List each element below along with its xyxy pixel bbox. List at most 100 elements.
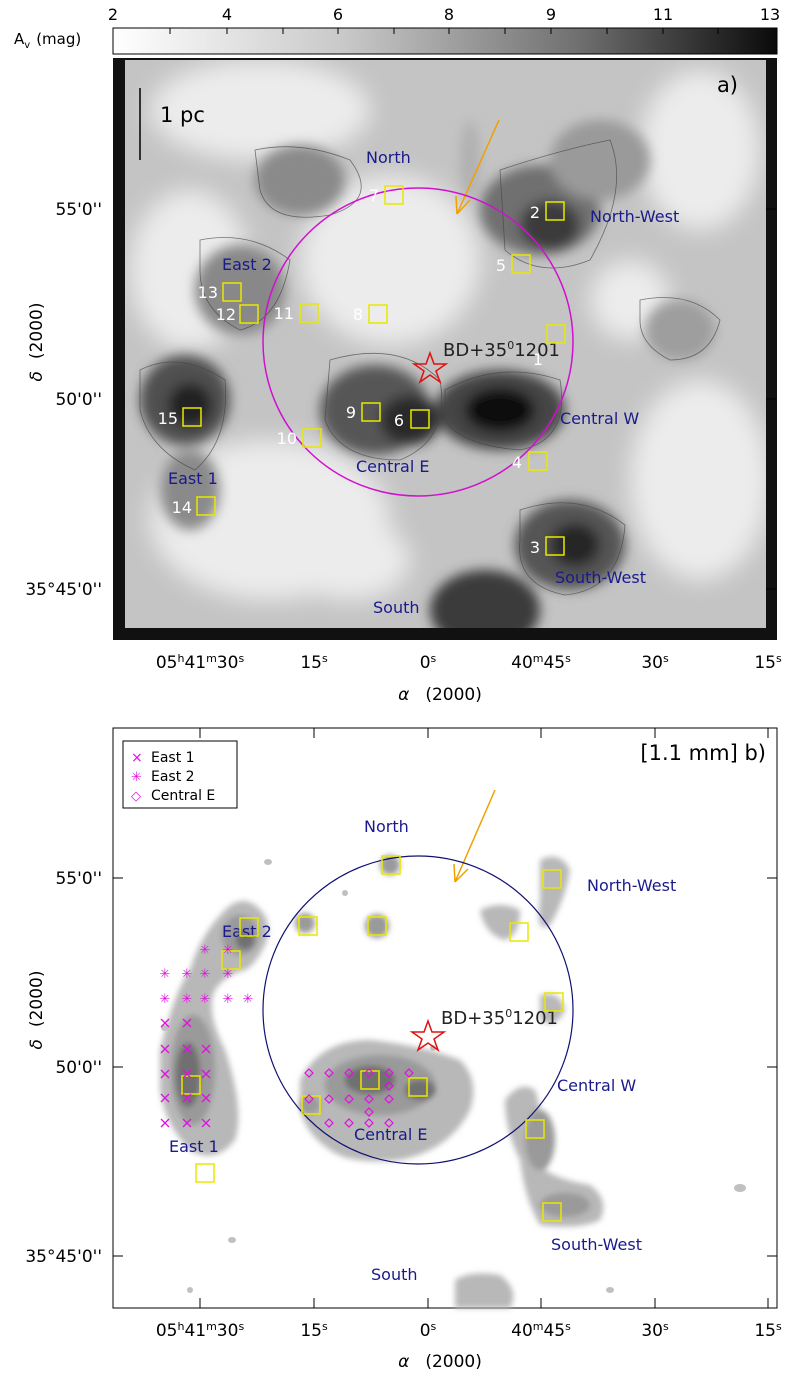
- x-tick-label: 0s: [420, 652, 437, 673]
- x-tick-label: 30s: [641, 652, 669, 673]
- region-label: Central W: [557, 1076, 636, 1095]
- clump-number: 7: [369, 186, 379, 205]
- legend-label: East 1: [151, 750, 195, 766]
- clump-number: 10: [277, 429, 297, 448]
- x-tick-label: 15s: [754, 652, 782, 673]
- panel-a-axes: 55'0'' 50'0'' 35°45'0'' δ(2000) 05h41m30…: [25, 200, 782, 705]
- region-label: East 2: [222, 255, 272, 274]
- colorbar-tick: 8: [444, 5, 454, 24]
- clump-number: 8: [353, 305, 363, 324]
- clump-number: 11: [274, 304, 294, 323]
- star-icon: [409, 1018, 447, 1052]
- y-tick-label: 50'0'': [55, 1058, 102, 1078]
- legend-symbol: ✳: [131, 770, 142, 785]
- y-tick-label: 50'0'': [55, 390, 102, 410]
- colorbar-tick: 11: [653, 5, 673, 24]
- east2-marker: ✳: [200, 967, 211, 982]
- x-tick-label: 15s: [754, 1320, 782, 1341]
- direction-arrow: [453, 789, 496, 883]
- panel-b-axes: 55'0'' 50'0'' 35°45'0'' δ(2000) 05h41m30…: [25, 869, 782, 1372]
- region-label: South: [373, 598, 420, 617]
- legend-symbol: ×: [131, 750, 143, 766]
- clump-number: 6: [394, 411, 404, 430]
- clump-numbers-a: 1 2 3 4 5 6 7 8 9 10 11 12 13 14 15: [158, 186, 543, 557]
- region-label: North: [366, 148, 411, 167]
- y-axis-label: δ(2000): [27, 971, 47, 1050]
- colorbar: Av (mag) 2 4 6 8 9 11 13: [14, 5, 780, 55]
- legend-label: Central E: [151, 788, 215, 804]
- star-label: BD+3501201: [441, 1007, 558, 1029]
- colorbar-gradient: [112, 27, 778, 55]
- east2-marker: ✳: [223, 992, 234, 1007]
- region-label: Central E: [356, 457, 429, 476]
- x-tick-label: 15s: [300, 1320, 328, 1341]
- legend: × East 1 ✳ East 2 ◇ Central E: [122, 740, 238, 809]
- east2-marker: ✳: [160, 992, 171, 1007]
- ionization-circle: [262, 855, 574, 1165]
- centralE-markers: [304, 1068, 414, 1128]
- east2-marker: ✳: [182, 992, 193, 1007]
- east2-marker: ✳: [160, 967, 171, 982]
- panel-a-tag: a): [717, 73, 738, 97]
- clump-number: 12: [216, 305, 236, 324]
- region-label: East 1: [168, 469, 218, 488]
- x-tick-label: 15s: [300, 652, 328, 673]
- clump-number: 4: [512, 453, 522, 472]
- panel-b: × East 1 ✳ East 2 ◇ Central E [1.1 mm] b…: [112, 727, 778, 1309]
- clump-boxes-b: [181, 855, 564, 1222]
- east2-marker: ✳: [182, 967, 193, 982]
- east2-marker: ✳: [223, 967, 234, 982]
- colorbar-tick: 13: [760, 5, 780, 24]
- clump-number: 14: [172, 498, 192, 517]
- colorbar-tick: 6: [333, 5, 343, 24]
- y-tick-label: 55'0'': [55, 869, 102, 889]
- legend-symbol: ◇: [131, 789, 141, 804]
- region-labels-b: North North-West East 2 Central W Centra…: [169, 817, 676, 1284]
- region-label: South-West: [555, 568, 646, 587]
- extinction-map: [125, 60, 766, 628]
- region-labels-a: North North-West East 2 Central W Centra…: [168, 148, 679, 617]
- region-label: Central E: [354, 1125, 427, 1144]
- region-label: North: [364, 817, 409, 836]
- x-tick-label: 0s: [420, 1320, 437, 1341]
- colorbar-tick: 4: [222, 5, 232, 24]
- x-axis-label: α (2000): [398, 1352, 482, 1372]
- region-label: East 1: [169, 1137, 219, 1156]
- y-tick-label: 35°45'0'': [25, 1247, 102, 1267]
- east2-marker: ✳: [223, 943, 234, 958]
- ionization-circle: [262, 187, 574, 497]
- clump-number: 2: [530, 203, 540, 222]
- legend-label: East 2: [151, 769, 195, 785]
- clump-number: 13: [198, 283, 218, 302]
- y-tick-label: 55'0'': [55, 200, 102, 220]
- y-axis-label: δ(2000): [27, 303, 47, 382]
- east2-marker: ✳: [200, 992, 211, 1007]
- clump-number: 1: [533, 350, 543, 369]
- panel-b-title: [1.1 mm] b): [640, 741, 766, 765]
- colorbar-label: Av (mag): [14, 30, 81, 51]
- region-label: North-West: [587, 876, 676, 895]
- east2-markers: ✳ ✳ ✳ ✳ ✳ ✳ ✳ ✳ ✳ ✳ ✳: [160, 943, 254, 1007]
- region-label: Central W: [560, 409, 639, 428]
- x-tick-label: 30s: [641, 1320, 669, 1341]
- clump-boxes-a: [182, 185, 566, 556]
- x-tick-label: 40m45s: [511, 652, 571, 673]
- x-tick-label: 05h41m30s: [156, 1320, 245, 1341]
- region-label: North-West: [590, 207, 679, 226]
- colorbar-tick: 2: [108, 5, 118, 24]
- region-label: East 2: [222, 922, 272, 941]
- clump-number: 9: [346, 403, 356, 422]
- x-tick-label: 40m45s: [511, 1320, 571, 1341]
- colorbar-tick-labels: 2 4 6 8 9 11 13: [108, 5, 780, 24]
- scale-bar-label: 1 pc: [160, 103, 205, 127]
- panel-a: 1 pc a) BD+3501201 North North-West East…: [113, 58, 777, 640]
- clump-number: 3: [530, 538, 540, 557]
- region-label: South-West: [551, 1235, 642, 1254]
- colorbar-tick: 9: [546, 5, 556, 24]
- east1-markers: [160, 1018, 211, 1128]
- star-label: BD+3501201: [443, 339, 560, 361]
- x-axis-label: α (2000): [398, 685, 482, 705]
- x-tick-label: 05h41m30s: [156, 652, 245, 673]
- region-label: South: [371, 1265, 418, 1284]
